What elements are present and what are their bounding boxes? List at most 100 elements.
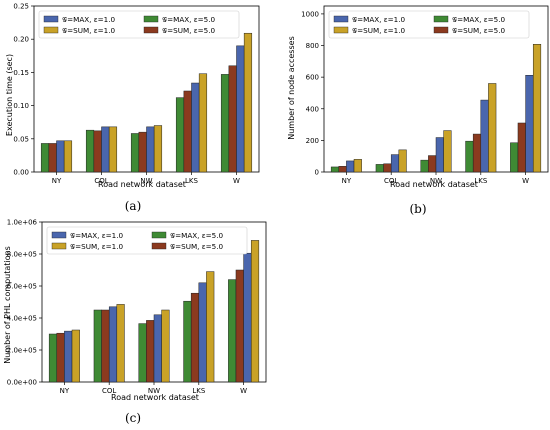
panel-c-ytick-label: 4.0e+05 [7,315,37,323]
panel-c-bar-col-sum-eps5 [101,309,110,383]
panel-b-bar-ny-max-eps1 [346,160,355,173]
panel-a-legend-swatch-sum-eps5 [143,26,159,34]
panel-b-ytick-label: 200 [306,137,319,145]
panel-a-legend-swatch-sum-eps1 [43,26,59,34]
panel-a-xtick-label: LKS [185,177,198,185]
panel-b-ytick-label: 400 [306,105,319,113]
panel-b-bar-col-sum-eps5 [383,163,392,173]
panel-b-xtick-label: NW [430,177,442,185]
panel-a-bar-col-sum-eps5 [93,130,102,173]
panel-a-bar-w-sum-eps1 [243,32,253,173]
panel-c-legend-box [46,226,248,255]
panel-b-bar-col-max-eps5 [375,164,384,173]
panel-c-bar-lks-sum-eps5 [190,292,200,383]
panel-b-bar-nw-sum-eps1 [443,130,452,173]
panel-c-bar-col-sum-eps1 [116,304,125,383]
panel-a-bar-w-sum-eps5 [228,65,237,173]
panel-b-legend-label-max-eps5: 𝒢=MAX, ε=5.0 [452,15,506,24]
panel-a-ytick-label: 0.05 [13,135,29,143]
panel-a-xtick-label: NY [52,177,62,185]
panel-a-bar-ny-sum-eps5 [48,143,57,173]
panel-a-ytick-label: 0.10 [13,102,29,110]
panel-b-bar-w-max-eps1 [525,75,534,173]
panel-b-xtick-label: W [522,177,529,185]
panel-a-bar-col-max-eps5 [85,129,95,173]
panel-a-bar-w-max-eps1 [236,45,245,173]
panel-b-caption: (b) [409,202,426,216]
panel-c-bar-w-max-eps1 [243,252,252,383]
panel-a-legend-box [38,10,240,39]
panel-a-caption: (a) [125,199,142,213]
panel-c-bar-lks-max-eps1 [198,282,207,383]
panel-b-ytick-label: 600 [306,74,319,82]
panel-c-ytick-label: 8.0e+05 [7,251,37,259]
panel-a-bar-nw-sum-eps1 [153,125,163,173]
panel-b-legend-label-sum-eps5: 𝒢=SUM, ε=5.0 [452,26,505,35]
panel-a-legend-swatch-max-eps1 [43,15,59,23]
panel-b-bar-ny-sum-eps1 [353,159,362,173]
panel-c-xtick-label: NW [148,387,160,395]
panel-c-ytick-label: 2.0e+05 [7,347,37,355]
panel-c-xtick-label: COL [102,387,116,395]
panel-b-legend-label-max-eps1: 𝒢=MAX, ε=1.0 [352,15,406,24]
panel-c-ytick-label: 0.0e+00 [7,379,37,387]
panel-b-xtick-label: COL [384,177,398,185]
panel-b-bar-nw-max-eps5 [420,159,429,173]
panel-c-bar-col-max-eps1 [108,306,118,383]
panel-a-legend-label-max-eps5: 𝒢=MAX, ε=5.0 [162,15,216,24]
panel-a-bar-lks-sum-eps1 [198,73,208,173]
panel-b-bar-w-sum-eps1 [532,44,542,173]
panel-b-bar-ny-sum-eps5 [338,166,347,173]
panel-b-chart: Number of node accesses Road network dat… [287,5,549,216]
panel-b-legend-box [328,10,530,39]
panel-c-xtick-label: W [240,387,247,395]
panel-b-ytick-label: 1000 [301,10,319,18]
panel-b-xlabel: Road network dataset [390,180,478,189]
panel-a-bar-ny-max-eps1 [56,140,65,173]
panel-b-bar-nw-max-eps1 [435,137,444,173]
panel-c-bar-lks-max-eps5 [183,300,192,383]
panel-b-legend-swatch-sum-eps5 [433,26,449,34]
panel-a-ytick-label: 0.25 [13,3,29,11]
panel-b-ytick-label: 800 [306,42,319,50]
panel-b-legend-swatch-max-eps1 [333,15,349,23]
panel-a-xtick-label: COL [94,177,108,185]
panel-b-ytick-label: 0 [315,169,319,177]
panel-a-xtick-label: NW [140,177,152,185]
panel-c-ytick-label: 1.0e+06 [7,219,38,227]
panel-b-xtick-label: NY [342,177,352,185]
panel-a-legend-label-sum-eps1: 𝒢=SUM, ε=1.0 [62,26,115,35]
panel-c-legend-label-max-eps5: 𝒢=MAX, ε=5.0 [170,231,224,240]
panel-c-bar-nw-max-eps5 [138,323,147,383]
panel-a-bar-ny-sum-eps1 [63,140,73,173]
panel-c-legend-swatch-max-eps1 [51,231,67,239]
panel-a-ytick-label: 0.20 [13,36,29,44]
panel-c-bar-col-max-eps5 [93,309,102,383]
panel-a-bar-col-sum-eps1 [108,126,118,173]
panel-b-bar-ny-max-eps5 [330,166,340,173]
panel-a-legend-label-sum-eps5: 𝒢=SUM, ε=5.0 [162,26,215,35]
panel-c-bar-ny-max-eps1 [64,330,73,383]
panel-c-bar-ny-sum-eps5 [56,332,65,383]
panel-b-bar-lks-max-eps5 [465,140,474,173]
panel-a-bar-col-max-eps1 [101,126,110,173]
panel-c-caption: (c) [125,411,141,425]
panel-a-xtick-label: W [233,177,240,185]
panel-c-bar-ny-sum-eps1 [71,329,80,383]
panel-c-bar-ny-max-eps5 [48,333,58,383]
panel-b-bar-lks-sum-eps1 [488,83,497,173]
panel-a-bar-nw-max-eps1 [146,126,155,173]
panel-c-legend-label-max-eps1: 𝒢=MAX, ε=1.0 [70,231,124,240]
panel-c-bar-lks-sum-eps1 [206,271,215,383]
panel-c-legend-label-sum-eps5: 𝒢=SUM, ε=5.0 [170,242,223,251]
panel-a-ylabel: Execution time (sec) [5,54,14,136]
panel-c-xtick-label: LKS [192,387,205,395]
panel-c-bar-w-sum-eps1 [250,240,260,383]
panel-b-bar-w-max-eps5 [510,142,519,173]
panel-c-legend-swatch-sum-eps5 [151,242,167,250]
panel-c-bar-nw-max-eps1 [153,314,162,383]
panel-b-bar-lks-sum-eps5 [472,133,482,173]
panel-c-chart: Number of PHL computations Road network … [3,219,267,425]
panel-b-bar-col-sum-eps1 [398,149,407,173]
